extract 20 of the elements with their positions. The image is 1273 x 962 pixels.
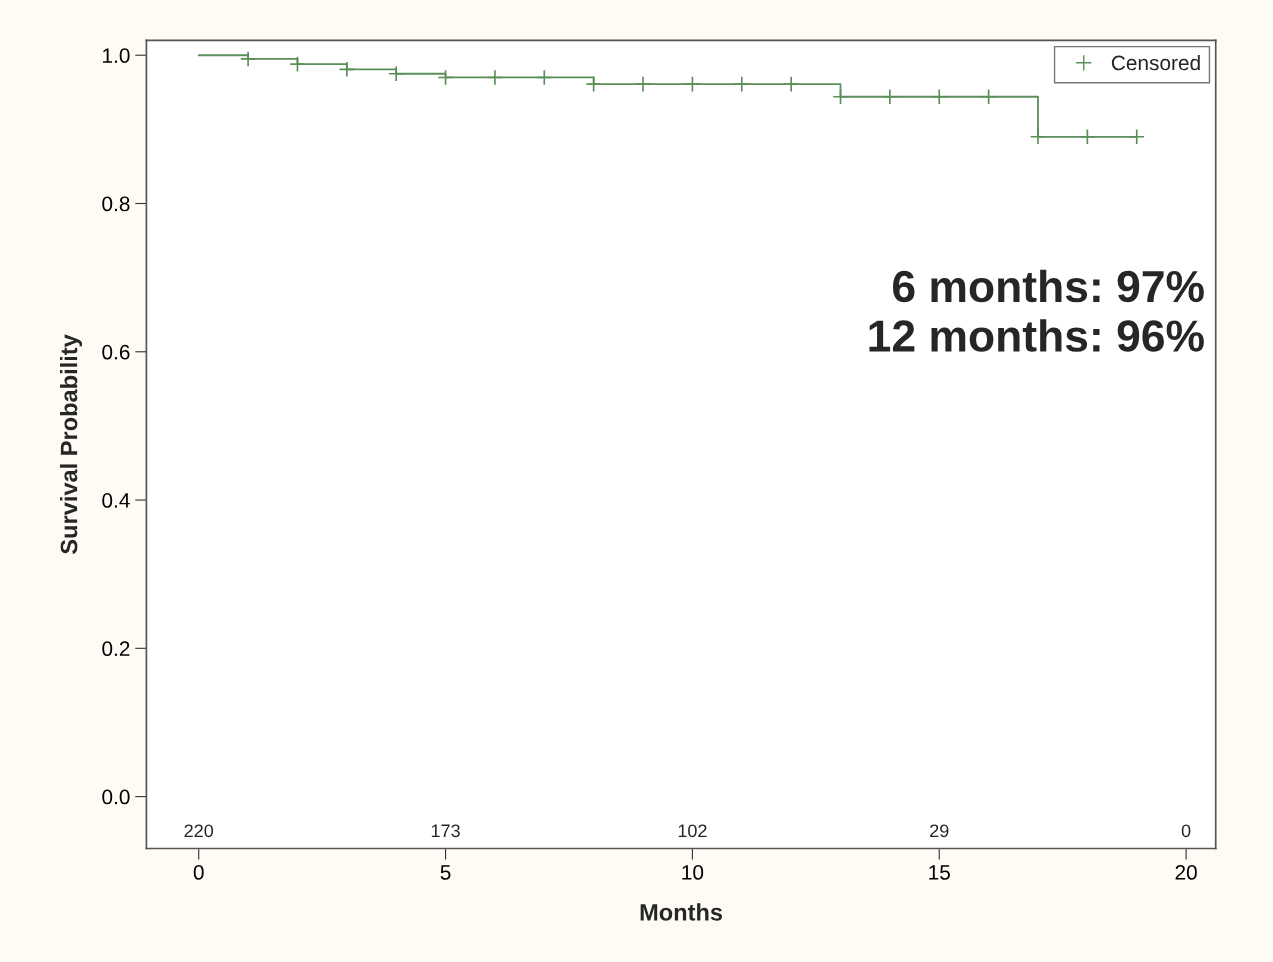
annotation: 29	[930, 824, 949, 838]
y-tick-label: 0.8	[102, 196, 130, 212]
y-tick-label: 0.0	[102, 789, 130, 805]
x-tick-label: 10	[682, 865, 704, 880]
annotation: 6 months: 97% 12 months: 96%	[869, 269, 1204, 352]
x-tick-label: 20	[1175, 865, 1197, 880]
x-tick-label: 15	[929, 865, 950, 880]
x-tick-label: 0	[193, 865, 204, 880]
x-axis-title: Months	[640, 903, 723, 921]
legend-label: Censored	[1111, 54, 1200, 71]
annotation: 220	[184, 824, 214, 838]
x-tick-label: 5	[440, 865, 451, 880]
y-tick-label: 1.0	[103, 48, 130, 63]
annotation: 173	[431, 824, 460, 838]
y-tick-label: 0.2	[102, 641, 130, 657]
y-axis-title: Survival Probability	[60, 334, 83, 554]
annotation: 0	[1181, 824, 1191, 838]
y-tick-label: 0.4	[102, 493, 130, 508]
y-tick-label: 0.6	[102, 344, 130, 360]
annotation: 102	[678, 824, 707, 838]
